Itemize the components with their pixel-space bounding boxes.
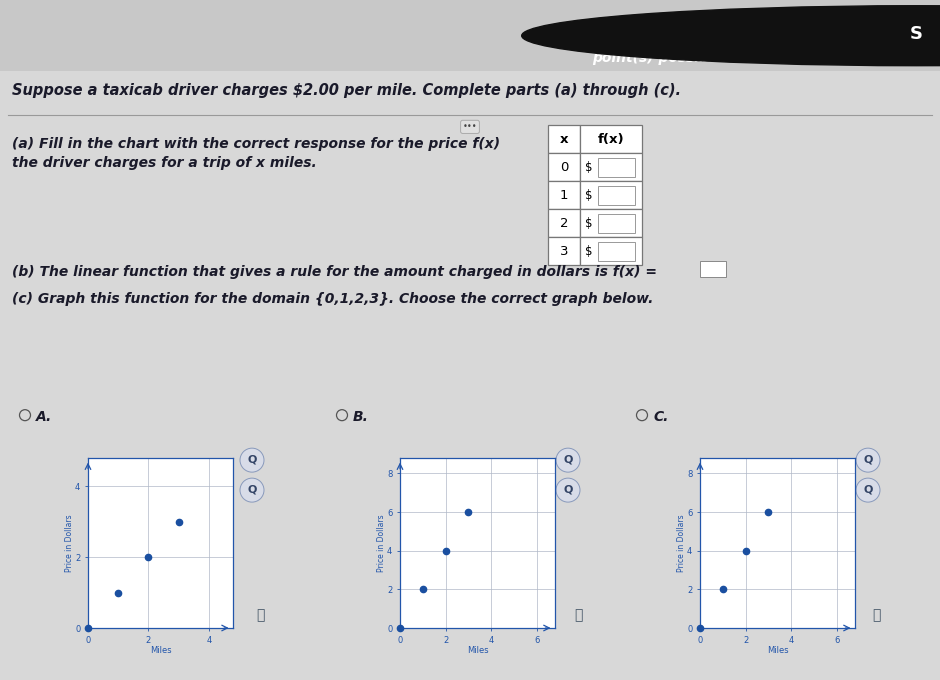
Text: S: S	[910, 24, 923, 43]
Circle shape	[856, 478, 880, 502]
Text: Q: Q	[863, 454, 872, 464]
Text: 1: 1	[559, 189, 569, 202]
Text: 2: 2	[559, 217, 569, 230]
Bar	[598, 186, 635, 205]
Text: Q: Q	[247, 484, 257, 494]
Bar	[598, 158, 635, 177]
Bar	[700, 261, 726, 277]
Text: Q: Q	[247, 454, 257, 464]
Text: 0: 0	[560, 161, 568, 174]
Circle shape	[856, 448, 880, 472]
Text: (b) The linear function that gives a rule for the amount charged in dollars is f: (b) The linear function that gives a rul…	[12, 265, 657, 279]
Text: B.: B.	[353, 410, 368, 424]
Bar	[580, 237, 642, 265]
Y-axis label: Price in Dollars: Price in Dollars	[677, 514, 685, 572]
Circle shape	[240, 448, 264, 472]
Circle shape	[556, 478, 580, 502]
Y-axis label: Price in Dollars: Price in Dollars	[377, 514, 385, 572]
Text: $: $	[585, 161, 592, 174]
Y-axis label: Price in Dollars: Price in Dollars	[65, 514, 73, 572]
Bar	[548, 209, 580, 237]
Text: ⧉: ⧉	[573, 608, 582, 622]
X-axis label: Miles: Miles	[466, 646, 488, 655]
X-axis label: Miles: Miles	[767, 646, 789, 655]
Text: x: x	[559, 133, 569, 146]
Bar	[548, 154, 580, 182]
Text: 3: 3	[559, 245, 569, 258]
Circle shape	[522, 5, 940, 66]
Circle shape	[556, 448, 580, 472]
Text: $: $	[585, 217, 592, 230]
Bar	[580, 209, 642, 237]
Bar	[580, 125, 642, 154]
Text: Q: Q	[863, 484, 872, 494]
Bar	[580, 182, 642, 209]
Text: C.: C.	[653, 410, 668, 424]
Text: •••: •••	[462, 122, 478, 131]
Text: f(x): f(x)	[598, 133, 624, 146]
Bar	[548, 125, 580, 154]
Bar	[548, 237, 580, 265]
Text: Q: Q	[563, 484, 572, 494]
Text: $: $	[585, 189, 592, 202]
Text: This question: 1: This question: 1	[595, 20, 721, 34]
Text: point(s) possible: point(s) possible	[592, 52, 724, 65]
Text: Suppose a taxicab driver charges $2.00 per mile. Complete parts (a) through (c).: Suppose a taxicab driver charges $2.00 p…	[12, 84, 681, 99]
X-axis label: Miles: Miles	[149, 646, 171, 655]
Circle shape	[240, 478, 264, 502]
Text: ⧉: ⧉	[256, 608, 264, 622]
Bar	[598, 214, 635, 233]
Text: A.: A.	[36, 410, 53, 424]
Text: ⧉: ⧉	[871, 608, 880, 622]
Text: the driver charges for a trip of x miles.: the driver charges for a trip of x miles…	[12, 156, 317, 171]
Text: Q: Q	[563, 454, 572, 464]
Bar	[548, 182, 580, 209]
Text: (a) Fill in the chart with the correct response for the price f(x): (a) Fill in the chart with the correct r…	[12, 137, 500, 152]
Text: $: $	[585, 245, 592, 258]
Bar	[580, 154, 642, 182]
Text: (c) Graph this function for the domain {0,1,2,3}. Choose the correct graph below: (c) Graph this function for the domain {…	[12, 292, 653, 306]
Bar	[598, 242, 635, 261]
